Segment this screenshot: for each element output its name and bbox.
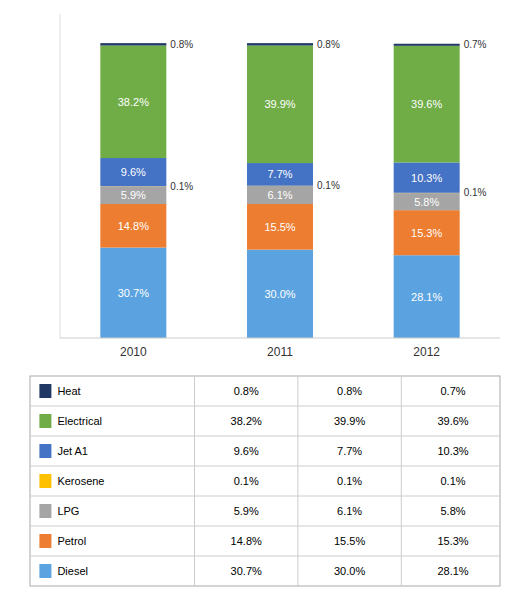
data-label: 6.1% bbox=[267, 189, 292, 201]
table-value: 0.1% bbox=[440, 475, 465, 487]
table-row-line bbox=[30, 406, 500, 407]
table-swatch bbox=[39, 504, 51, 518]
bar-segment bbox=[100, 204, 166, 248]
table-value: 39.6% bbox=[437, 415, 468, 427]
x-axis-line bbox=[60, 338, 500, 339]
bar-segment bbox=[394, 193, 460, 210]
x-tick-label: 2011 bbox=[267, 345, 293, 359]
data-label: 0.8% bbox=[170, 39, 193, 50]
data-label: 39.9% bbox=[264, 98, 295, 110]
data-label: 38.2% bbox=[118, 96, 149, 108]
table-value: 10.3% bbox=[437, 445, 468, 457]
table-value: 5.8% bbox=[440, 505, 465, 517]
bar-segment bbox=[247, 204, 313, 250]
table-col-line bbox=[297, 376, 298, 586]
data-label: 7.7% bbox=[267, 168, 292, 180]
bar-segment bbox=[394, 162, 460, 192]
table-row-line bbox=[30, 466, 500, 467]
table-swatch bbox=[39, 414, 51, 428]
table-col-line bbox=[194, 376, 195, 586]
table-value: 39.9% bbox=[334, 415, 365, 427]
chart-container: 30.7% 30.0% 28.1% 14.8% 15.5% 15.3% 5.9% 6.1% 5.… bbox=[0, 0, 514, 602]
data-label: 0.1% bbox=[317, 180, 340, 191]
table-value: 6.1% bbox=[337, 505, 362, 517]
data-label: 0.8% bbox=[317, 39, 340, 50]
table-value: 0.7% bbox=[440, 385, 465, 397]
table-swatch bbox=[39, 564, 51, 578]
table-row-line bbox=[30, 436, 500, 437]
table-value: 15.5% bbox=[334, 535, 365, 547]
data-label: 0.1% bbox=[464, 187, 487, 198]
table-category: Electrical bbox=[57, 415, 102, 427]
table-swatch bbox=[39, 444, 51, 458]
table-category: Heat bbox=[57, 385, 80, 397]
table-category: Jet A1 bbox=[57, 445, 88, 457]
table-swatch bbox=[39, 384, 51, 398]
table-category: Diesel bbox=[57, 565, 88, 577]
bar-segment bbox=[247, 163, 313, 186]
value-table: Heat 0.8% 0.8% 0.7% Electrical 38.2% 39.9% 39.6… bbox=[30, 376, 500, 586]
bar-segment bbox=[100, 248, 166, 338]
data-label: 10.3% bbox=[411, 172, 442, 184]
data-label: 9.6% bbox=[121, 166, 146, 178]
table-value: 30.0% bbox=[334, 565, 365, 577]
bar-segment bbox=[247, 46, 313, 164]
data-label: 0.1% bbox=[170, 181, 193, 192]
bar-segment bbox=[394, 255, 460, 338]
data-label: 30.7% bbox=[118, 287, 149, 299]
table-value: 9.6% bbox=[234, 445, 259, 457]
data-label: 15.3% bbox=[411, 227, 442, 239]
data-label: 5.8% bbox=[414, 196, 439, 208]
data-label: 39.6% bbox=[411, 98, 442, 110]
bar-segment bbox=[100, 187, 166, 204]
table-category: LPG bbox=[57, 505, 79, 517]
data-label: 15.5% bbox=[264, 221, 295, 233]
x-tick-label: 2010 bbox=[120, 345, 147, 359]
table-category: Petrol bbox=[57, 535, 86, 547]
bar-segment bbox=[394, 46, 460, 163]
bar-segment bbox=[100, 46, 166, 159]
bar-segment bbox=[100, 43, 166, 45]
table-value: 0.8% bbox=[337, 385, 362, 397]
bar-segment bbox=[394, 210, 460, 255]
table-value: 0.8% bbox=[234, 385, 259, 397]
table-value: 14.8% bbox=[231, 535, 262, 547]
table-row-line bbox=[30, 496, 500, 497]
table-value: 15.3% bbox=[437, 535, 468, 547]
table-category: Kerosene bbox=[57, 475, 104, 487]
table-value: 38.2% bbox=[231, 415, 262, 427]
bars bbox=[100, 43, 459, 338]
bar-segment bbox=[247, 43, 313, 45]
data-labels: 30.7% 30.0% 28.1% 14.8% 15.5% 15.3% 5.9% 6.1% 5.… bbox=[118, 39, 487, 303]
table-swatch bbox=[39, 474, 51, 488]
y-axis-line bbox=[60, 14, 61, 338]
table-value: 7.7% bbox=[337, 445, 362, 457]
table-swatch bbox=[39, 534, 51, 548]
chart-svg: 30.7% 30.0% 28.1% 14.8% 15.5% 15.3% 5.9% 6.1% 5.… bbox=[0, 0, 514, 602]
data-label: 0.7% bbox=[464, 39, 487, 50]
bar-segment bbox=[247, 250, 313, 338]
table-value: 30.7% bbox=[231, 565, 262, 577]
data-label: 28.1% bbox=[411, 291, 442, 303]
table-value: 5.9% bbox=[234, 505, 259, 517]
table-value: 0.1% bbox=[337, 475, 362, 487]
bar-segment bbox=[100, 158, 166, 186]
data-label: 5.9% bbox=[121, 189, 146, 201]
bar-segment bbox=[394, 44, 460, 46]
table-value: 0.1% bbox=[234, 475, 259, 487]
x-tick-label: 2012 bbox=[413, 345, 440, 359]
data-label: 30.0% bbox=[264, 288, 295, 300]
table-col-line bbox=[401, 376, 402, 586]
table-row-line bbox=[30, 556, 500, 557]
table-row-line bbox=[30, 526, 500, 527]
bar-segment bbox=[247, 186, 313, 204]
table-value: 28.1% bbox=[437, 565, 468, 577]
data-label: 14.8% bbox=[118, 220, 149, 232]
table-border bbox=[30, 376, 500, 586]
